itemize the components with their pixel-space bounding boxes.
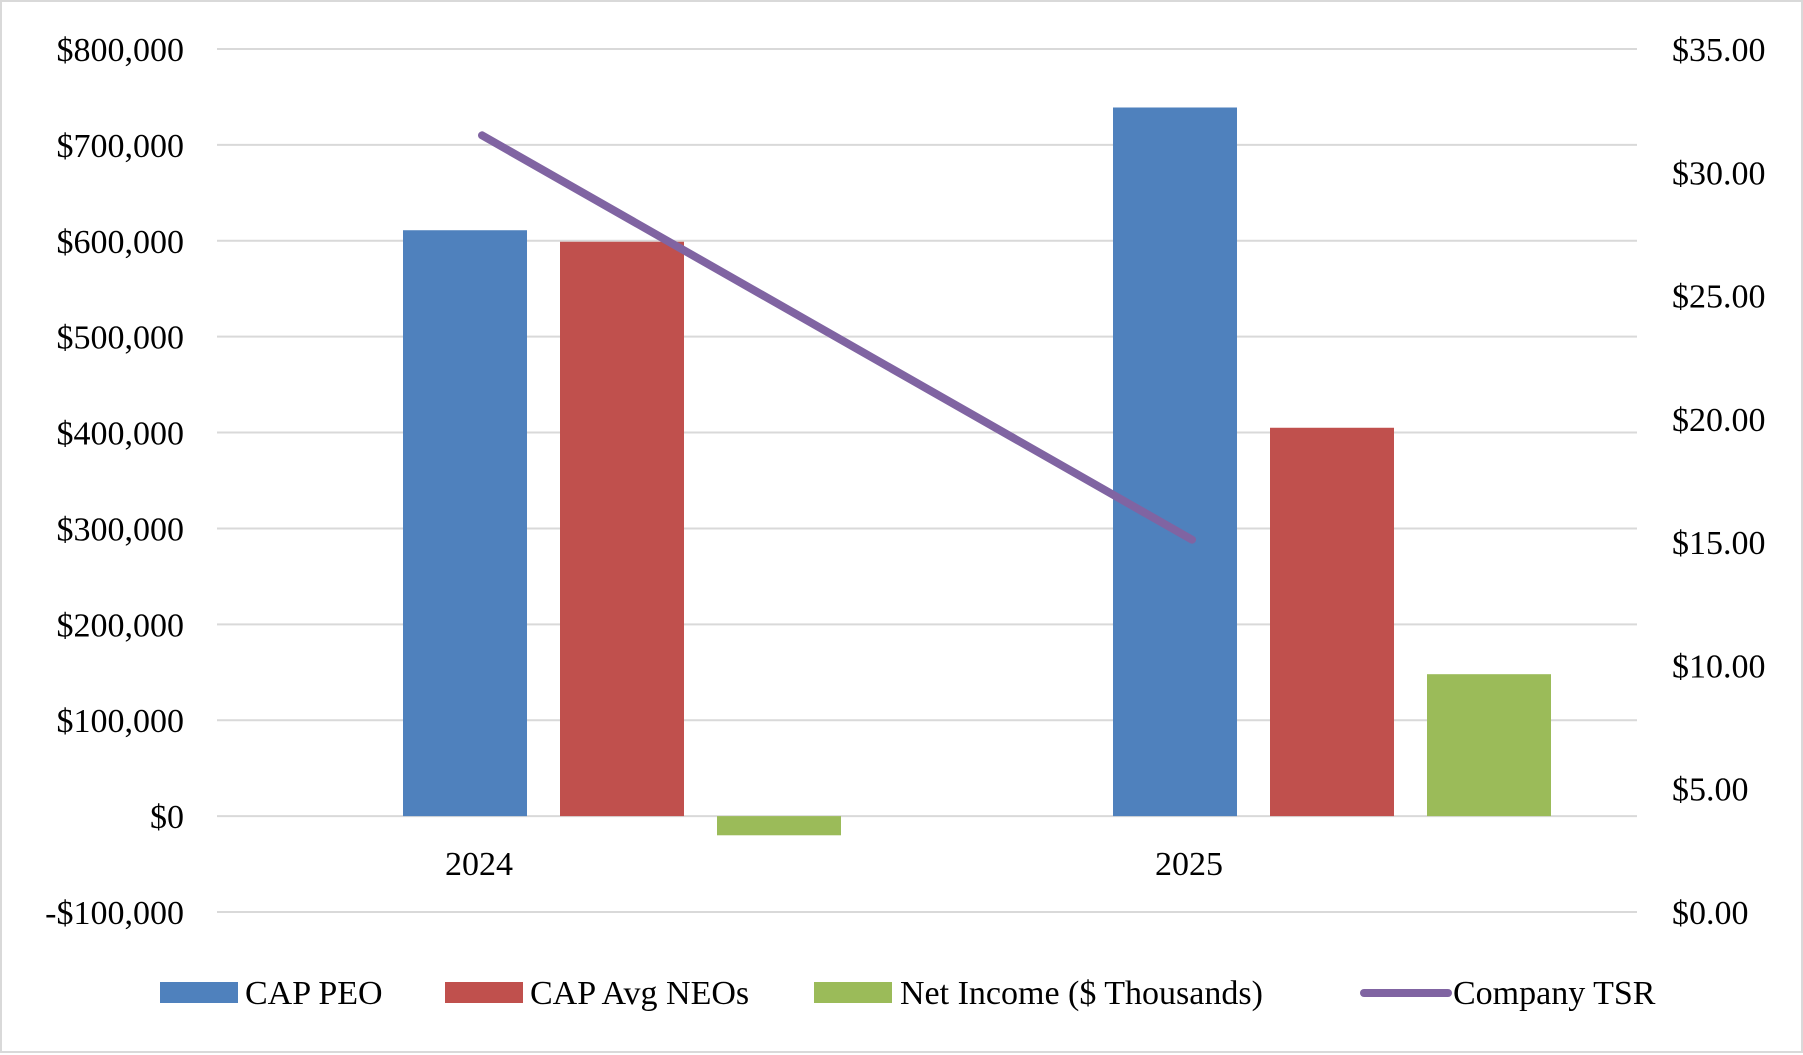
right-axis-ticks: $0.00 $5.00 $10.00 $15.00 $20.00 $25.00 $30.00… [1672, 32, 1766, 932]
right-tick-label: $0.00 [1672, 895, 1749, 932]
left-tick-label: $400,000 [57, 416, 185, 453]
legend-swatch-net-income-thousands [814, 982, 892, 1003]
left-tick-label: $800,000 [57, 32, 185, 69]
bar-cap-peo-2024 [403, 230, 527, 816]
right-tick-label: $20.00 [1672, 402, 1766, 439]
legend-swatch-cap-peo [160, 982, 238, 1003]
left-tick-label: $0 [150, 799, 184, 836]
right-tick-label: $30.00 [1672, 155, 1766, 192]
legend-label-cap-avg-neos: CAP Avg NEOs [530, 975, 749, 1012]
x-tick-label: 2024 [445, 846, 513, 883]
right-tick-label: $10.00 [1672, 648, 1766, 685]
left-tick-label: -$100,000 [45, 895, 184, 932]
right-tick-label: $5.00 [1672, 772, 1749, 809]
bar-net-income-thousands-2024 [717, 816, 841, 835]
bar-cap-avg-neos-2024 [560, 242, 684, 816]
left-tick-label: $300,000 [57, 511, 185, 548]
legend: CAP PEO CAP Avg NEOs Net Income ($ Thousan… [160, 975, 1656, 1012]
left-tick-label: $500,000 [57, 320, 185, 357]
bar-cap-avg-neos-2025 [1270, 428, 1394, 816]
left-tick-label: $700,000 [57, 128, 185, 165]
legend-label-company-tsr: Company TSR [1453, 975, 1656, 1012]
right-tick-label: $15.00 [1672, 525, 1766, 562]
right-tick-label: $35.00 [1672, 32, 1766, 69]
x-axis-ticks: 2024 2025 [445, 846, 1223, 883]
bar-marks [403, 107, 1551, 835]
legend-label-cap-peo: CAP PEO [245, 975, 383, 1012]
left-tick-label: $200,000 [57, 607, 185, 644]
right-tick-label: $25.00 [1672, 279, 1766, 316]
bar-net-income-thousands-2025 [1427, 674, 1551, 816]
x-tick-label: 2025 [1155, 846, 1223, 883]
legend-label-net-income-thousands: Net Income ($ Thousands) [900, 975, 1263, 1012]
left-tick-label: $100,000 [57, 703, 185, 740]
left-tick-label: $600,000 [57, 224, 185, 261]
left-axis-ticks: -$100,000 $0 $100,000 $200,000 $300,000 $400,… [45, 32, 184, 932]
legend-swatch-cap-avg-neos [445, 982, 523, 1003]
bar-cap-peo-2025 [1113, 107, 1237, 816]
